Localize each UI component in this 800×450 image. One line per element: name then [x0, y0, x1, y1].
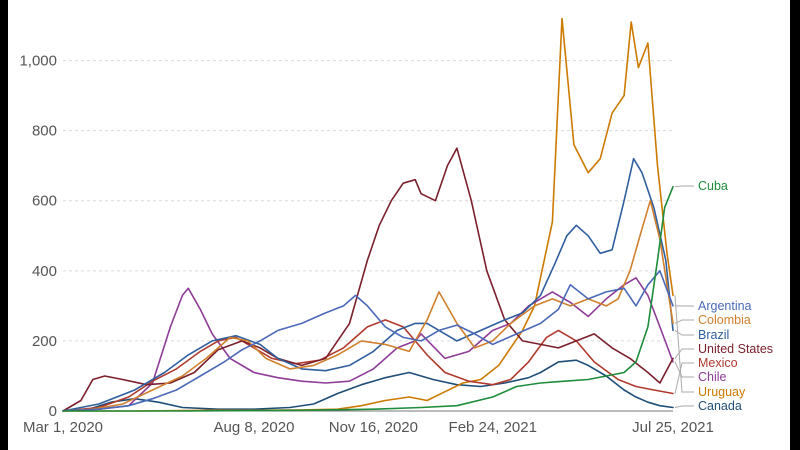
series-line-cuba — [62, 185, 674, 412]
y-tick-label: 0 — [49, 403, 57, 420]
y-tick-label: 200 — [32, 333, 57, 350]
legend-label-chile: Chile — [698, 370, 727, 384]
legend-leader-line — [674, 362, 694, 394]
x-tick-label: Nov 16, 2020 — [329, 419, 418, 436]
series-line-chile — [62, 277, 674, 412]
series-lines — [62, 17, 674, 412]
legend-label-united-states: United States — [698, 342, 773, 356]
legend-label-argentina: Argentina — [698, 299, 752, 313]
series-line-brazil — [62, 157, 674, 412]
x-tick-label: Jul 25, 2021 — [632, 419, 714, 436]
series-line-united-states — [62, 147, 674, 412]
y-tick-label: 1,000 — [19, 53, 57, 70]
y-axis-tick-labels: 0 200 400 600 800 1,000 — [19, 53, 57, 420]
legend-label-cuba: Cuba — [698, 179, 728, 193]
y-tick-label: 400 — [32, 263, 57, 280]
y-tick-label: 800 — [32, 123, 57, 140]
legend-leader-line — [674, 319, 694, 324]
legend-leader-line — [674, 348, 694, 359]
line-chart: 0 200 400 600 800 1,000 Mar 1, 2020 Aug 8, 202… — [19, 17, 773, 436]
legend-leader-line — [674, 185, 694, 188]
x-tick-label: Feb 24, 2021 — [449, 419, 537, 436]
series-line-argentina — [62, 270, 674, 412]
legend-leader-line — [674, 361, 694, 378]
y-tick-label: 600 — [32, 193, 57, 210]
legend-label-colombia: Colombia — [698, 313, 751, 327]
legend-label-uruguay: Uruguay — [698, 385, 746, 399]
series-line-colombia — [62, 199, 674, 412]
x-tick-label: Mar 1, 2020 — [23, 419, 103, 436]
legend-label-canada: Canada — [698, 399, 742, 413]
legend-leader-line — [674, 295, 694, 393]
x-axis-tick-labels: Mar 1, 2020 Aug 8, 2020 Nov 16, 2020 Feb 24… — [23, 419, 714, 436]
chart-container: 0 200 400 600 800 1,000 Mar 1, 2020 Aug 8, 202… — [8, 0, 790, 450]
legend-leader-line — [674, 405, 694, 408]
legend-label-mexico: Mexico — [698, 356, 738, 370]
legend-label-brazil: Brazil — [698, 328, 729, 342]
gridlines — [63, 60, 673, 342]
series-line-uruguay — [62, 17, 674, 412]
x-tick-label: Aug 8, 2020 — [214, 419, 295, 436]
series-line-canada — [62, 359, 674, 412]
